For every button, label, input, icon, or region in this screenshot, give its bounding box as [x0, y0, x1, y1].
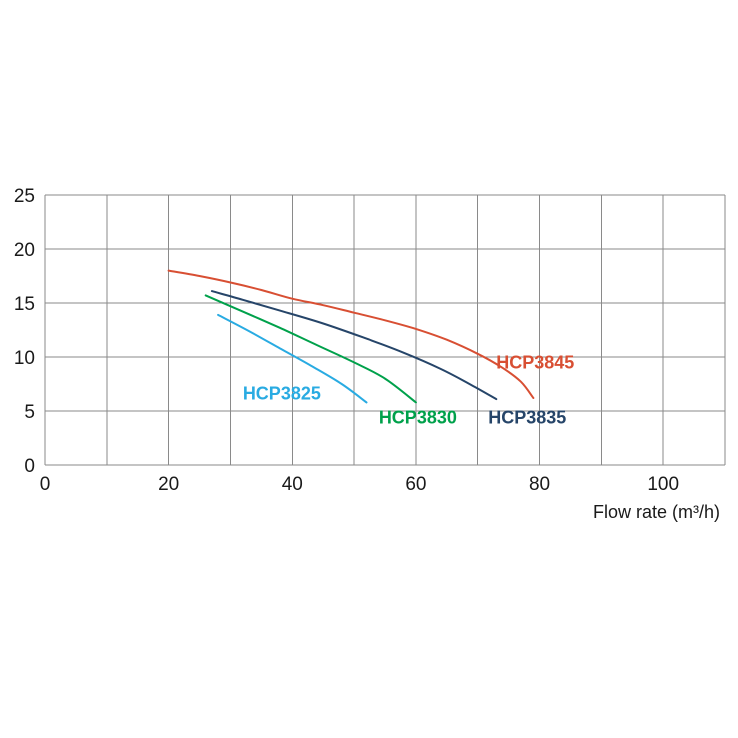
- series-label-HCP3835: HCP3835: [488, 407, 566, 427]
- x-tick-label: 40: [282, 474, 303, 495]
- curve-HCP3825: [217, 313, 368, 404]
- x-tick-labels: 0 20 40 60 80 100: [40, 474, 679, 495]
- y-tick-labels: 0 5 10 15 20 25: [14, 186, 35, 477]
- y-tick-label: 5: [24, 402, 35, 423]
- series-label-HCP3830: HCP3830: [379, 407, 457, 427]
- curve-HCP3845: [167, 269, 535, 399]
- curve-HCP3835: [210, 290, 498, 401]
- y-tick-label: 15: [14, 294, 35, 315]
- y-tick-label: 10: [14, 348, 35, 369]
- y-tick-label: 20: [14, 240, 35, 261]
- grid: [44, 194, 726, 466]
- x-tick-label: 60: [405, 474, 426, 495]
- y-tick-label: 0: [24, 456, 35, 477]
- series-label-HCP3825: HCP3825: [243, 384, 321, 404]
- series-label-HCP3845: HCP3845: [496, 352, 574, 372]
- curve-HCP3830: [204, 294, 417, 404]
- x-tick-label: 20: [158, 474, 179, 495]
- x-tick-label: 0: [40, 474, 51, 495]
- y-tick-label: 25: [14, 186, 35, 207]
- x-tick-label: 100: [647, 474, 679, 495]
- x-axis-label: Flow rate (m³/h): [592, 502, 720, 522]
- x-tick-label: 80: [529, 474, 550, 495]
